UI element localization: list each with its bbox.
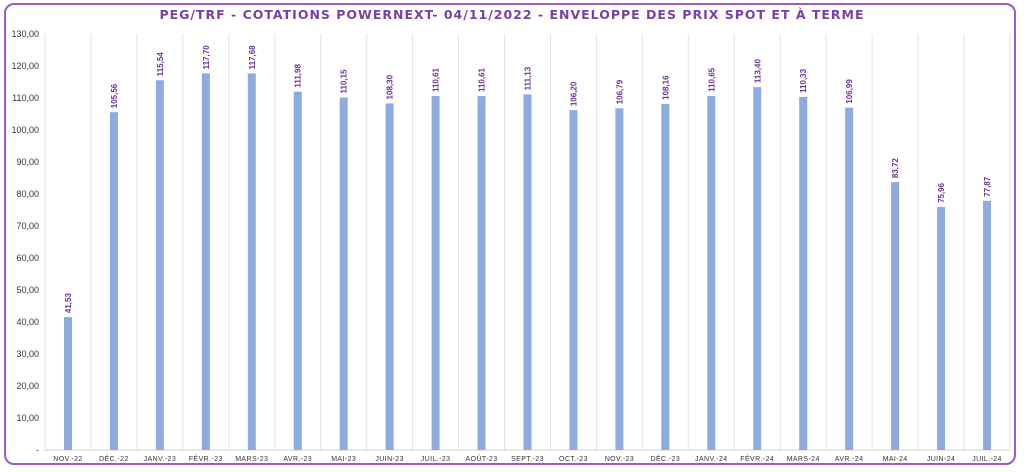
bar <box>891 182 900 450</box>
data-label: 83,72 <box>891 158 900 179</box>
x-tick-label: JUIN-24 <box>927 456 955 463</box>
bar <box>845 107 854 450</box>
y-tick-label: 90,00 <box>16 157 39 167</box>
y-tick-label: 40,00 <box>16 317 39 327</box>
bar <box>707 95 716 451</box>
x-tick-label: JUIL.-23 <box>421 456 451 463</box>
data-label: 117,70 <box>202 45 211 70</box>
x-tick-label: FÉVR.-23 <box>189 454 223 463</box>
y-tick-label: 130,00 <box>11 29 39 39</box>
x-tick-label: AOÛT-23 <box>466 454 498 463</box>
bar <box>293 91 302 450</box>
data-label: 110,15 <box>340 69 349 94</box>
bar <box>63 317 72 450</box>
data-label: 110,33 <box>799 68 808 93</box>
y-tick-label: 20,00 <box>16 381 39 391</box>
y-tick-label: 120,00 <box>11 61 39 71</box>
x-tick-label: DÉC.-23 <box>651 454 681 463</box>
data-label: 75,96 <box>937 182 946 203</box>
x-tick-label: JUIL.-24 <box>972 456 1002 463</box>
bar <box>661 103 670 450</box>
y-tick-label: 70,00 <box>16 221 39 231</box>
data-label: 105,56 <box>110 83 119 108</box>
y-tick-label: 60,00 <box>16 253 39 263</box>
bar-series <box>63 73 992 451</box>
bar <box>569 110 578 450</box>
data-label: 106,99 <box>845 79 854 104</box>
y-tick-label: 80,00 <box>16 189 39 199</box>
data-label: 110,61 <box>432 67 441 92</box>
data-labels: 41,53 105,56 115,54 117,70 117,68 111,98 110,1… <box>64 45 992 313</box>
y-tick-label: 100,00 <box>11 125 39 135</box>
y-tick-label: 10,00 <box>16 413 39 423</box>
data-label: 111,98 <box>294 64 303 88</box>
x-tick-label: FÉVR.-24 <box>740 454 774 463</box>
y-tick-label: 30,00 <box>16 349 39 359</box>
y-tick-label: - <box>36 445 39 455</box>
y-tick-label: 50,00 <box>16 285 39 295</box>
x-tick-label: AVR.-23 <box>283 456 312 463</box>
x-tick-label: SEPT.-23 <box>511 456 544 463</box>
data-label: 106,79 <box>615 79 624 104</box>
data-label: 106,20 <box>569 81 578 106</box>
y-tick-label: 110,00 <box>12 93 39 103</box>
x-tick-label: MAI-23 <box>331 456 356 463</box>
bar <box>937 206 946 450</box>
data-label: 108,30 <box>386 74 395 99</box>
bar <box>983 200 992 450</box>
bar <box>523 94 532 450</box>
x-tick-label: MARS-23 <box>235 456 268 463</box>
bar <box>477 96 486 450</box>
chart-title: PEG/TRF - COTATIONS POWERNEXT- 04/11/202… <box>159 7 865 22</box>
bar <box>385 103 394 450</box>
data-label: 111,13 <box>524 66 533 90</box>
bar <box>339 97 348 451</box>
data-label: 110,65 <box>707 67 716 92</box>
data-label: 41,53 <box>64 293 73 314</box>
bar <box>431 96 440 450</box>
x-tick-label: MAI-24 <box>883 456 908 463</box>
x-tick-label: NOV.-23 <box>605 456 634 463</box>
data-label: 115,54 <box>156 52 165 77</box>
bar <box>753 87 762 451</box>
data-label: 108,16 <box>661 75 670 100</box>
x-tick-label: JANV.-23 <box>144 456 177 463</box>
bar <box>799 96 808 450</box>
x-tick-label: NOV.-22 <box>53 456 82 463</box>
y-axis: - 10,00 20,00 30,00 40,00 50,00 60,00 70,00 80,0… <box>11 29 39 455</box>
bar <box>615 108 624 450</box>
x-tick-label: MARS-24 <box>787 456 820 463</box>
x-tick-label: AVR.-24 <box>835 456 864 463</box>
data-label: 117,68 <box>248 45 257 70</box>
x-tick-label: JUIN-23 <box>375 456 403 463</box>
x-tick-label: JANV.-24 <box>695 456 728 463</box>
data-label: 113,40 <box>753 59 762 84</box>
bar <box>247 73 256 450</box>
data-label: 77,87 <box>983 176 992 197</box>
bar <box>155 80 164 450</box>
x-tick-label: OCT.-23 <box>559 456 588 463</box>
x-axis: NOV.-22 DÉC.-22 JANV.-23 FÉVR.-23 MARS-23 AVR… <box>53 454 1002 463</box>
data-label: 110,61 <box>478 67 487 92</box>
x-tick-label: DÉC.-22 <box>99 454 129 463</box>
bar <box>109 112 118 450</box>
bar <box>201 73 210 451</box>
